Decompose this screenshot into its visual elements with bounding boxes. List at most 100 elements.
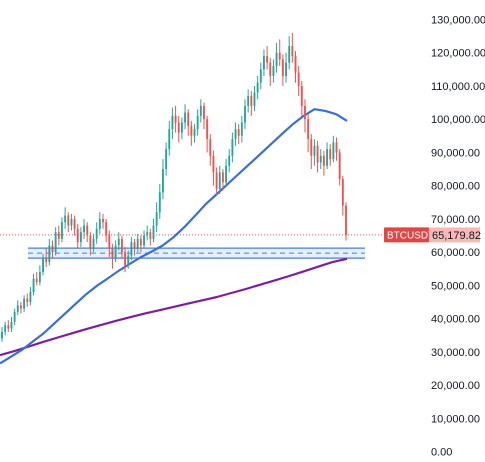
candle-body [48,245,51,263]
candle [180,117,183,140]
candle-body [95,228,98,239]
candle [319,149,322,170]
moving-average-slow-line [0,257,348,357]
candle-body [335,142,338,153]
price-axis[interactable]: 130,000.00 120,000.00 110,000.00 100,000.00… [431,15,485,459]
candle-body [162,169,164,193]
candle [26,293,29,307]
candle [10,316,13,332]
candle-body [285,62,287,76]
candle [38,265,41,286]
candle [143,230,145,249]
candle [114,240,117,263]
candle-body [155,212,158,226]
candle-body [291,46,294,57]
candle-body [341,179,344,206]
y-tick-label: 100,000.00 [431,114,485,126]
candle-body [259,69,262,83]
candle [215,167,218,196]
y-tick-label: 60,000.00 [431,247,480,259]
candle-body [253,92,256,106]
candle-body [266,56,269,63]
candle-body [73,218,76,229]
candle-body [237,129,240,136]
last-price-tag: BTCUSDT 65,179.82 [384,227,481,243]
candle-body [146,232,149,236]
candle [203,102,205,130]
y-tick-label: 50,000.00 [431,280,480,292]
price-tag-background [429,227,480,243]
y-tick-label: 130,000.00 [431,15,485,27]
candle-body [180,122,183,133]
candle [83,218,86,239]
candle-body [127,255,130,266]
candle [247,89,250,113]
candle [155,202,158,233]
candle-body [1,331,3,339]
candle [105,218,108,243]
candle-body [231,139,234,156]
candle [240,115,243,143]
candle [171,107,174,140]
candle [98,212,101,234]
candle-body [45,258,48,263]
candle [133,238,136,256]
candle [162,159,164,199]
candle-body [38,272,41,283]
candle-body [288,46,291,63]
y-tick-label: 90,000.00 [431,147,480,159]
candle-body [247,95,250,106]
candle [95,222,98,244]
candle-body [16,305,19,312]
candle [127,250,130,269]
candle-body [190,125,193,136]
candle [259,62,262,90]
y-tick-label: 70,000.00 [431,214,480,226]
candle [73,215,76,236]
y-tick-label: 0.00 [431,447,452,459]
y-tick-label: 120,000.00 [431,48,485,60]
candle-body [215,172,218,189]
candle [184,104,186,130]
candle [1,326,3,342]
candle-body [102,218,104,223]
candle [48,238,51,266]
candle [206,115,209,153]
candle-body [206,119,209,140]
candle-body [316,145,319,163]
candle [136,233,139,253]
candle [108,230,111,258]
candle-body [319,155,322,163]
candle [86,222,89,243]
candle-body [54,232,57,253]
candle [45,248,48,268]
candle [269,57,272,86]
candlestick-series [1,32,347,342]
candle [345,202,347,241]
candle [54,227,57,256]
candle [316,140,319,173]
candle-body [32,278,35,292]
candle [313,139,316,166]
candle-body [234,129,237,140]
candle-body [209,139,212,156]
candle-body [51,245,54,253]
candle [272,59,275,83]
candle-body [10,321,13,329]
candle [225,159,228,188]
candle-body [130,242,133,256]
candle [177,115,180,143]
candle-body [203,105,205,120]
candle [158,183,161,219]
candle-body [187,112,190,126]
candle [57,225,60,246]
candle-body [133,242,136,249]
candle-body [212,155,215,173]
candle [196,109,199,136]
candle [13,308,16,326]
candle [124,247,127,273]
candle [64,207,67,229]
candle [130,237,133,261]
candle [237,124,240,145]
